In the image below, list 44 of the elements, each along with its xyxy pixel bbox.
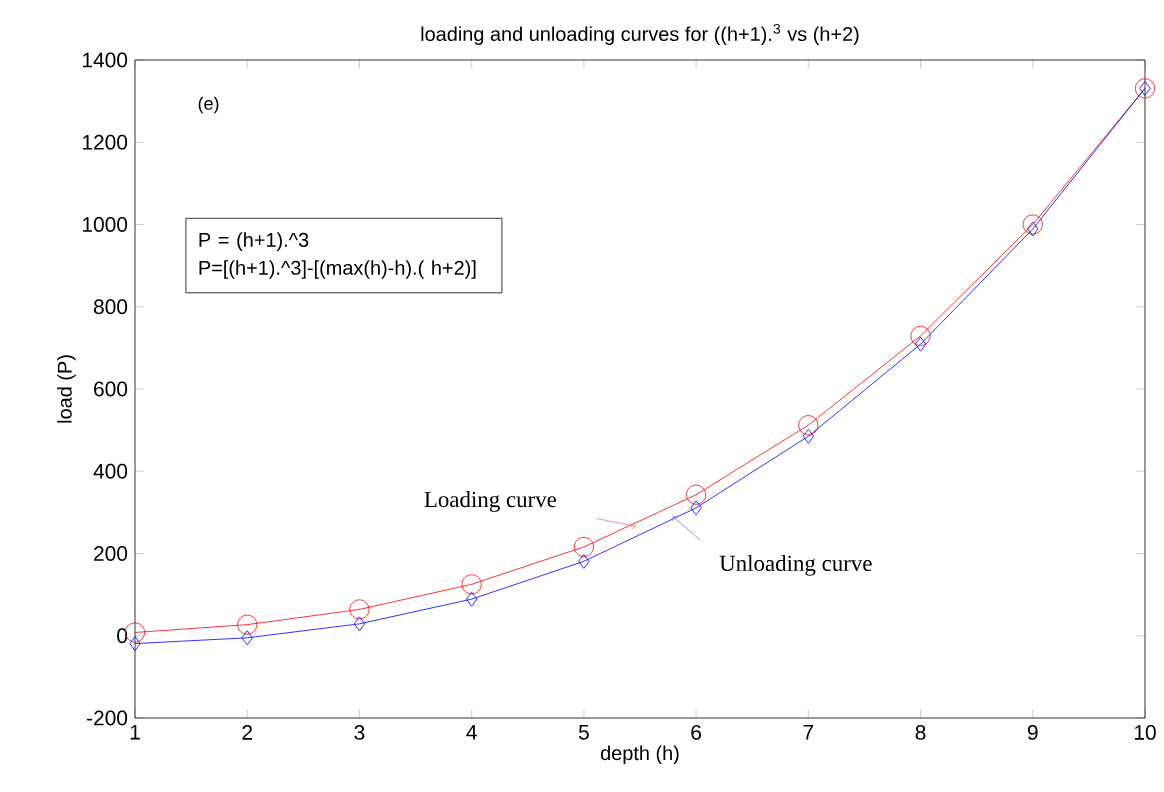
x-tick-label: 6 [691, 725, 701, 740]
point [241, 630, 253, 646]
y-tick-label: 1400 [83, 52, 128, 68]
point [125, 622, 145, 643]
x-axis-title: depth (h) [600, 745, 679, 765]
annotation: P=[(h+1).^3]-[(max(h)-h).( h+2)] [199, 260, 476, 279]
point [690, 500, 702, 516]
point [353, 616, 366, 632]
y-tick-label: 400 [93, 463, 128, 479]
x-tick-label: 5 [578, 725, 589, 740]
y-tick-label: -200 [87, 710, 128, 726]
y-axis-title: load (P) [57, 355, 76, 423]
x-tick-label: 4 [466, 725, 477, 740]
y-tick-label: 1000 [83, 217, 128, 232]
x-tick-label: 2 [242, 725, 252, 740]
point [237, 614, 258, 635]
y-tick-label: 800 [93, 299, 128, 315]
point [1134, 78, 1155, 99]
y-tick-label: 1200 [83, 134, 128, 150]
point [1022, 214, 1043, 235]
point [466, 591, 478, 607]
point [129, 636, 141, 651]
x-tick-label: 3 [354, 725, 365, 740]
x-tick-label: 1 [130, 725, 140, 740]
y-tick-label: 600 [94, 381, 128, 397]
y-tick-label: 200 [94, 546, 128, 561]
point [349, 599, 370, 620]
x-tick-label: 10 [1134, 725, 1156, 740]
point [910, 325, 931, 346]
series-label: Loading curve [424, 491, 557, 512]
point [686, 484, 707, 505]
annotation: P = (h+1).^3 [199, 232, 309, 251]
point [802, 428, 814, 444]
y-tick-label: 0 [117, 628, 128, 644]
point [578, 553, 590, 569]
text: Unloading curve [719, 554, 872, 576]
x-tick-label: 9 [1027, 725, 1038, 740]
point [461, 574, 482, 595]
point [798, 415, 819, 436]
x-tick-label: 7 [803, 725, 814, 740]
chart-title: loading and unloading curves for ((h+1).$^{3}$ vs (h+2) [421, 23, 859, 45]
annotation: (e) [198, 96, 219, 114]
point [573, 536, 594, 557]
x-tick-label: 8 [915, 725, 926, 740]
